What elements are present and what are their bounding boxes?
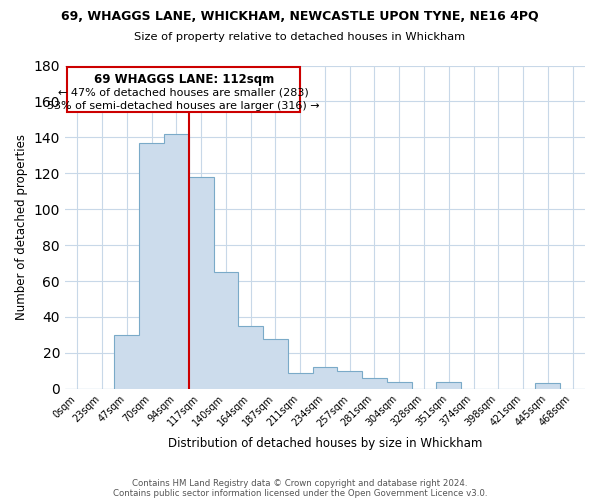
Text: Contains HM Land Registry data © Crown copyright and database right 2024.: Contains HM Land Registry data © Crown c… [132, 478, 468, 488]
Text: 69, WHAGGS LANE, WHICKHAM, NEWCASTLE UPON TYNE, NE16 4PQ: 69, WHAGGS LANE, WHICKHAM, NEWCASTLE UPO… [61, 10, 539, 23]
Text: ← 47% of detached houses are smaller (283): ← 47% of detached houses are smaller (28… [58, 87, 309, 97]
Text: Size of property relative to detached houses in Whickham: Size of property relative to detached ho… [134, 32, 466, 42]
Text: 53% of semi-detached houses are larger (316) →: 53% of semi-detached houses are larger (… [47, 102, 320, 112]
X-axis label: Distribution of detached houses by size in Whickham: Distribution of detached houses by size … [168, 437, 482, 450]
Text: Contains public sector information licensed under the Open Government Licence v3: Contains public sector information licen… [113, 488, 487, 498]
FancyBboxPatch shape [67, 68, 300, 112]
Y-axis label: Number of detached properties: Number of detached properties [15, 134, 28, 320]
Text: 69 WHAGGS LANE: 112sqm: 69 WHAGGS LANE: 112sqm [94, 72, 274, 86]
